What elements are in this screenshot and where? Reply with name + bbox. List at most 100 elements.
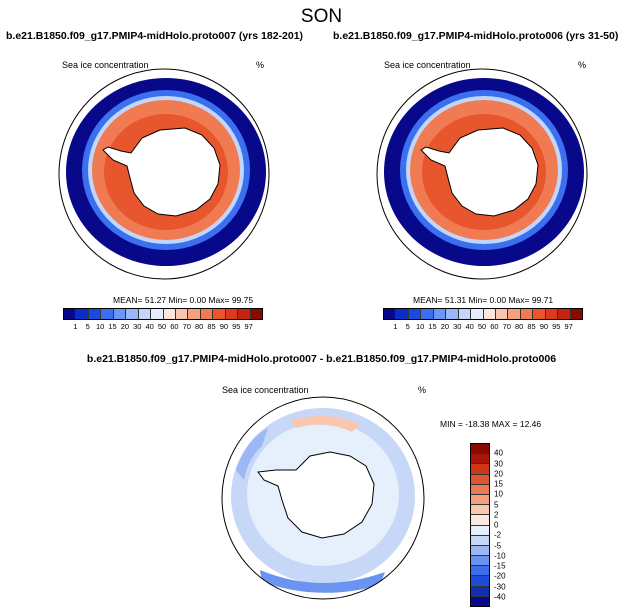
right-colorbar-tick-label: 50 <box>477 322 487 331</box>
diff-colorbar-swatch <box>471 474 489 485</box>
left-colorbar-swatch <box>151 309 164 319</box>
diff-colorbar-tick-label: -2 <box>494 530 502 540</box>
right-colorbar-swatch <box>558 309 571 319</box>
left-colorbar-swatch <box>238 309 251 319</box>
right-colorbar-tick-label: 95 <box>552 322 561 331</box>
left-colorbar-swatch <box>225 309 239 319</box>
right-colorbar-swatch <box>396 309 409 319</box>
right-antarctica <box>420 127 539 217</box>
diff-colorbar-swatch <box>471 505 489 516</box>
right-colorbar-swatch <box>495 309 509 319</box>
right-colorbar-swatch <box>421 309 434 319</box>
diff-panel-title: b.e21.B1850.f09_g17.PMIP4-midHolo.proto0… <box>86 353 557 365</box>
diff-colorbar-tick-label: 0 <box>494 520 499 530</box>
right-colorbar-swatch <box>533 309 546 319</box>
diff-colorbar-tick-label: 20 <box>494 469 503 479</box>
diff-colorbar-swatch <box>471 566 489 577</box>
left-colorbar-swatch <box>76 309 89 319</box>
right-colorbar-tick-label: 97 <box>564 322 573 331</box>
right-colorbar-tick-label: 10 <box>415 322 425 331</box>
right-colorbar-swatch <box>570 309 582 319</box>
left-colorbar-tick-label: 50 <box>157 322 167 331</box>
diff-colorbar-tick-label: -10 <box>494 551 506 561</box>
right-panel-title: b.e21.B1850.f09_g17.PMIP4-midHolo.proto0… <box>333 30 619 42</box>
diff-colorbar-tick-label: 15 <box>494 479 503 489</box>
diff-colorbar-swatch <box>471 535 489 546</box>
right-colorbar-tick-label: 60 <box>490 322 499 331</box>
left-colorbar-tick-label: 5 <box>85 322 90 331</box>
left-stats: MEAN= 51.27 Min= 0.00 Max= 99.75 <box>113 295 254 305</box>
left-colorbar-swatch <box>200 309 214 319</box>
diff-map <box>222 397 424 599</box>
right-colorbar-tick-label: 15 <box>428 322 437 331</box>
diff-colorbar-swatch <box>471 586 489 597</box>
right-stats: MEAN= 51.31 Min= 0.00 Max= 99.71 <box>413 295 554 305</box>
right-colorbar-tick-label: 20 <box>440 322 450 331</box>
right-colorbar-swatch <box>458 309 472 319</box>
left-colorbar-swatch <box>64 309 77 319</box>
left-colorbar-tick-label: 70 <box>182 322 191 331</box>
right-colorbar-swatch <box>433 309 447 319</box>
right-colorbar <box>383 308 583 320</box>
left-antarctica <box>102 127 221 217</box>
diff-colorbar-swatch <box>471 484 489 495</box>
left-variable-label: Sea ice concentration <box>62 60 149 70</box>
diff-colorbar-tick-label: -30 <box>494 582 506 591</box>
left-colorbar-swatch <box>126 309 139 319</box>
diff-colorbar-tick-label: 5 <box>494 500 499 509</box>
left-colorbar-tick-label: 20 <box>120 322 130 331</box>
left-colorbar-swatch <box>188 309 201 319</box>
diff-colorbar-tick-label: 10 <box>494 489 503 499</box>
left-colorbar-tick-label: 10 <box>95 322 105 331</box>
diff-colorbar-swatch <box>471 494 489 506</box>
diff-map-border <box>221 396 425 600</box>
left-units-label: % <box>256 60 265 70</box>
diff-positive-patch-north <box>290 415 360 432</box>
right-colorbar-tick-label: 90 <box>539 322 549 331</box>
left-colorbar-tick-label: 30 <box>133 322 142 331</box>
diff-colorbar-swatch <box>471 576 489 587</box>
right-colorbar-swatch <box>384 309 397 319</box>
right-map <box>377 69 587 279</box>
left-colorbar-swatch <box>101 309 114 319</box>
diff-colorbar-tick-label: -20 <box>494 571 506 581</box>
left-colorbar-swatch <box>250 309 262 319</box>
diff-units-label: % <box>418 385 427 395</box>
right-colorbar-swatch <box>408 309 422 319</box>
right-colorbar-tick-label: 80 <box>514 322 524 331</box>
diff-colorbar-tick-label: 2 <box>494 510 499 520</box>
left-colorbar-tick-label: 15 <box>108 322 117 331</box>
right-colorbar-tick-label: 30 <box>453 322 462 331</box>
left-colorbar-tick-label: 90 <box>219 322 229 331</box>
left-colorbar-tick-label: 80 <box>194 322 204 331</box>
diff-negative-patch-west <box>236 428 268 480</box>
diff-colorbar-swatch <box>471 556 489 567</box>
left-colorbar-tick-label: 97 <box>244 322 253 331</box>
right-variable-label: Sea ice concentration <box>384 60 471 70</box>
diff-colorbar-tick-label: -40 <box>494 592 506 602</box>
right-colorbar-tick-label: 40 <box>465 322 474 331</box>
diff-colorbar-tick-label: -15 <box>494 561 506 571</box>
right-colorbar-swatch <box>446 309 459 319</box>
diff-colorbar-swatch <box>471 545 489 557</box>
left-colorbar-swatch <box>113 309 127 319</box>
diff-colorbar-tick-label: 30 <box>494 459 503 468</box>
diff-colorbar-swatch <box>471 515 489 526</box>
left-colorbar-swatch <box>88 309 102 319</box>
left-panel-title: b.e21.B1850.f09_g17.PMIP4-midHolo.proto0… <box>6 30 304 42</box>
right-colorbar-tick-label: 70 <box>502 322 511 331</box>
right-colorbar-tick-label: 1 <box>393 322 398 331</box>
left-colorbar-swatch <box>138 309 152 319</box>
diff-colorbar-swatch <box>471 454 489 465</box>
right-colorbar-swatch <box>483 309 496 319</box>
diff-colorbar-swatch <box>471 596 489 606</box>
right-colorbar-swatch <box>545 309 559 319</box>
figure-title: SON <box>300 6 343 27</box>
right-map-border <box>376 68 588 280</box>
diff-colorbar-swatch <box>471 464 489 475</box>
left-colorbar-swatch <box>213 309 226 319</box>
left-colorbar-swatch <box>163 309 176 319</box>
left-colorbar <box>63 308 263 320</box>
left-colorbar-tick-label: 95 <box>232 322 241 331</box>
